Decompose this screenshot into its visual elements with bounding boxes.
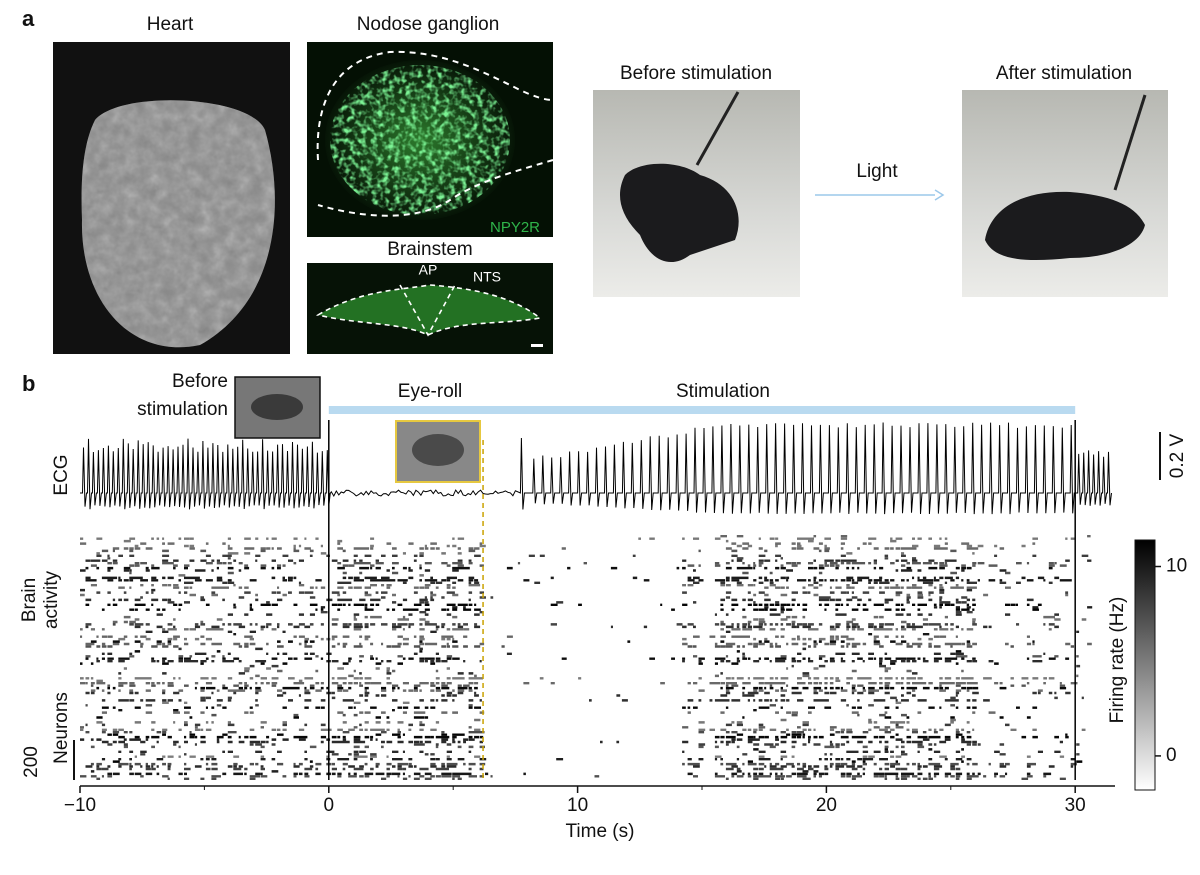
scale-label: 0.2 V bbox=[1167, 433, 1188, 478]
mouse bbox=[985, 191, 1145, 261]
x-tick-label: 20 bbox=[816, 795, 837, 816]
region-label: NTS bbox=[473, 269, 501, 285]
scale-bar bbox=[531, 344, 543, 347]
row-label: activity bbox=[41, 570, 62, 629]
heart-texture bbox=[81, 100, 275, 348]
inset-label: Before bbox=[172, 371, 228, 392]
colorbar-label: Firing rate (Hz) bbox=[1107, 597, 1128, 724]
arrow-head bbox=[934, 189, 945, 201]
panel-label: b bbox=[22, 371, 35, 396]
x-tick-label: −10 bbox=[64, 795, 96, 816]
event-label: Eye-roll bbox=[398, 381, 462, 402]
scale-label: 200 bbox=[21, 746, 42, 778]
panel-label: a bbox=[22, 6, 35, 31]
region-label: AP bbox=[419, 262, 438, 278]
row-label: ECG bbox=[51, 454, 72, 495]
stimulation-bar bbox=[328, 406, 1076, 414]
traces: −10 0 10 20 30 0 10 bbox=[64, 406, 1187, 816]
mouse bbox=[620, 163, 739, 263]
ecg-trace bbox=[80, 422, 1112, 515]
image-title: Heart bbox=[147, 14, 194, 35]
image-title: Before stimulation bbox=[620, 63, 772, 84]
colorbar-tick-label: 0 bbox=[1166, 745, 1177, 766]
image-title: Nodose ganglion bbox=[357, 14, 500, 35]
arrow-label: Light bbox=[856, 161, 898, 182]
inset-label: stimulation bbox=[137, 399, 228, 420]
fiber bbox=[695, 91, 740, 166]
outline bbox=[316, 50, 554, 217]
nodose-cells bbox=[330, 65, 510, 215]
image-title: After stimulation bbox=[996, 63, 1132, 84]
image-title: Brainstem bbox=[387, 239, 473, 260]
event-label: Stimulation bbox=[676, 381, 770, 402]
x-tick-label: 30 bbox=[1065, 795, 1086, 816]
x-axis-label: Time (s) bbox=[566, 821, 635, 842]
row-label: Brain bbox=[19, 578, 40, 622]
outline bbox=[315, 284, 542, 337]
fiber bbox=[1113, 94, 1147, 191]
eye bbox=[251, 394, 303, 420]
colorbar bbox=[1134, 539, 1156, 791]
row-label: Neurons bbox=[51, 692, 72, 764]
eye bbox=[412, 434, 464, 466]
colorbar-tick-label: 10 bbox=[1166, 556, 1187, 577]
x-tick-label: 0 bbox=[324, 795, 335, 816]
marker-label: NPY2R bbox=[490, 219, 540, 236]
x-tick-label: 10 bbox=[567, 795, 588, 816]
